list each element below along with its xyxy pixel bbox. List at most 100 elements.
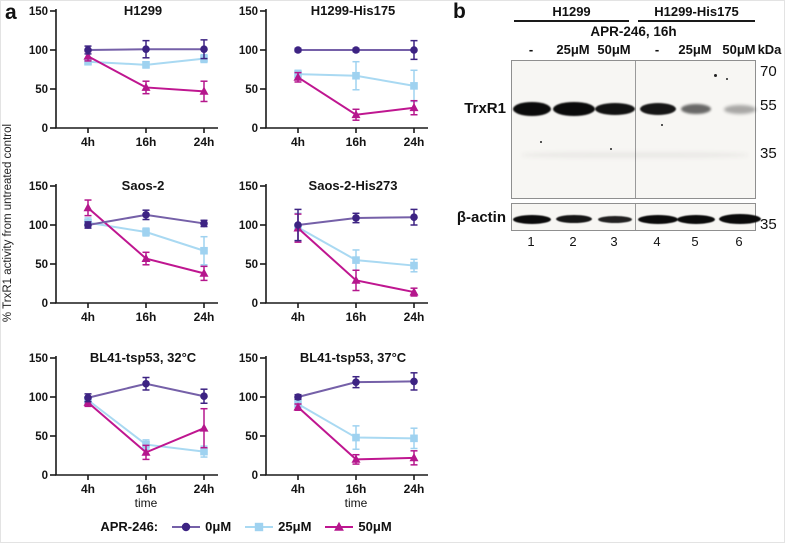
legend-item-label: 0μM	[205, 519, 232, 534]
dose-label-lane-5: 25μM	[678, 42, 712, 57]
circle-marker-icon	[172, 522, 201, 531]
svg-text:0: 0	[42, 123, 48, 135]
chart-h1299-his175: H1299-His175 0 50 100 150 4h 16h 24h	[232, 1, 437, 158]
dose-label-lane-4: -	[654, 42, 660, 57]
svg-text:0: 0	[252, 123, 258, 135]
blot-band	[553, 102, 595, 116]
svg-text:4h: 4h	[291, 482, 305, 496]
chart-bl41-tsp53-32-c: BL41-tsp53, 32°C 0 50 100 150 4h 16h 24h time	[22, 348, 227, 523]
legend-prefix: APR-246:	[100, 519, 159, 534]
lane-number-5: 5	[691, 234, 699, 249]
svg-text:4h: 4h	[291, 310, 305, 324]
svg-text:4h: 4h	[291, 135, 305, 149]
svg-text:0: 0	[252, 470, 258, 482]
svg-text:24h: 24h	[404, 135, 425, 149]
blot-band	[513, 102, 551, 116]
svg-text:100: 100	[29, 220, 48, 232]
svg-text:16h: 16h	[136, 482, 157, 496]
chart-svg: BL41-tsp53, 32°C 0 50 100 150 4h 16h 24h time	[29, 350, 218, 510]
blot-band	[719, 214, 761, 224]
svg-text:BL41-tsp53, 37°C: BL41-tsp53, 37°C	[300, 350, 407, 365]
panel-b-label: b	[453, 0, 466, 23]
legend-item-label: 25μM	[278, 519, 312, 534]
actin-blot	[511, 203, 761, 231]
dose-label-lane-2: 25μM	[556, 42, 590, 57]
svg-text:50: 50	[35, 431, 48, 443]
legend-item-0μM: 0μM	[171, 519, 231, 534]
faint-band-smear	[522, 152, 748, 158]
chart-svg: BL41-tsp53, 37°C 0 50 100 150 4h 16h 24h time	[239, 350, 428, 510]
blot-speckle	[610, 148, 612, 150]
group-label-h1299-his175: H1299-His175	[638, 4, 755, 22]
svg-text:Saos-2: Saos-2	[122, 178, 165, 193]
legend-item-label: 50μM	[358, 519, 392, 534]
mw-marker-55: 55	[760, 97, 777, 114]
svg-text:16h: 16h	[136, 310, 157, 324]
svg-text:150: 150	[239, 353, 258, 365]
svg-text:50: 50	[35, 259, 48, 271]
svg-text:16h: 16h	[346, 482, 367, 496]
blot-band	[681, 104, 711, 114]
svg-text:100: 100	[239, 392, 258, 404]
svg-text:time: time	[345, 496, 368, 510]
lane-number-3: 3	[610, 234, 618, 249]
legend-item-50μM: 50μM	[324, 519, 392, 534]
blot-band	[513, 214, 551, 224]
svg-text:4h: 4h	[81, 135, 95, 149]
svg-text:24h: 24h	[194, 135, 215, 149]
legend-item-25μM: 25μM	[244, 519, 311, 534]
group-label-h1299: H1299	[514, 4, 629, 22]
svg-text:0: 0	[42, 298, 48, 310]
lane-number-6: 6	[735, 234, 743, 249]
lane-number-4: 4	[653, 234, 661, 249]
svg-text:100: 100	[239, 45, 258, 57]
svg-text:4h: 4h	[81, 310, 95, 324]
lane-group-divider	[635, 61, 636, 198]
dose-label-lane-3: 50μM	[597, 42, 631, 57]
svg-text:24h: 24h	[404, 310, 425, 324]
blot-speckle	[661, 124, 663, 126]
svg-text:H1299-His175: H1299-His175	[311, 3, 396, 18]
svg-text:50: 50	[245, 84, 258, 96]
svg-text:16h: 16h	[136, 135, 157, 149]
svg-text:150: 150	[239, 181, 258, 193]
dose-label-lane-1: -	[528, 42, 534, 57]
blot-speckle	[540, 141, 543, 144]
chart-h1299: H1299 0 50 100 150 4h 16h 24h	[22, 1, 227, 158]
svg-text:0: 0	[42, 470, 48, 482]
chart-svg: H1299-His175 0 50 100 150 4h 16h 24h	[239, 3, 428, 149]
svg-text:0: 0	[252, 298, 258, 310]
trxr1-blot	[511, 60, 756, 199]
lane-group-divider	[635, 204, 636, 230]
chart-bl41-tsp53-37-c: BL41-tsp53, 37°C 0 50 100 150 4h 16h 24h time	[232, 348, 437, 523]
blot-speckle	[726, 78, 729, 81]
chart-svg: H1299 0 50 100 150 4h 16h 24h	[29, 3, 218, 149]
svg-text:150: 150	[29, 6, 48, 18]
svg-text:150: 150	[239, 6, 258, 18]
svg-text:time: time	[135, 496, 158, 510]
svg-text:100: 100	[29, 392, 48, 404]
blot-band	[724, 104, 756, 114]
svg-text:H1299: H1299	[124, 3, 162, 18]
blot-band	[640, 103, 676, 115]
blot-band	[677, 214, 715, 224]
svg-text:4h: 4h	[81, 482, 95, 496]
chart-svg: Saos-2 0 50 100 150 4h 16h 24h	[29, 178, 218, 324]
blot-band	[638, 214, 678, 224]
svg-text:50: 50	[35, 84, 48, 96]
mw-marker-bottom-35: 35	[760, 216, 777, 233]
chart-svg: Saos-2-His273 0 50 100 150 4h 16h 24h	[239, 178, 428, 324]
svg-text:16h: 16h	[346, 135, 367, 149]
y-axis-label: % TrxR1 activity from untreated control	[2, 123, 14, 323]
blot-band	[556, 215, 592, 223]
panel-a-label: a	[5, 1, 17, 24]
svg-text:24h: 24h	[404, 482, 425, 496]
svg-text:50: 50	[245, 431, 258, 443]
mw-marker-35: 35	[760, 145, 777, 162]
svg-text:150: 150	[29, 181, 48, 193]
treatment-label: APR-246, 16h	[590, 24, 677, 39]
lane-number-2: 2	[569, 234, 577, 249]
svg-text:BL41-tsp53, 32°C: BL41-tsp53, 32°C	[90, 350, 197, 365]
square-marker-icon	[245, 522, 274, 531]
